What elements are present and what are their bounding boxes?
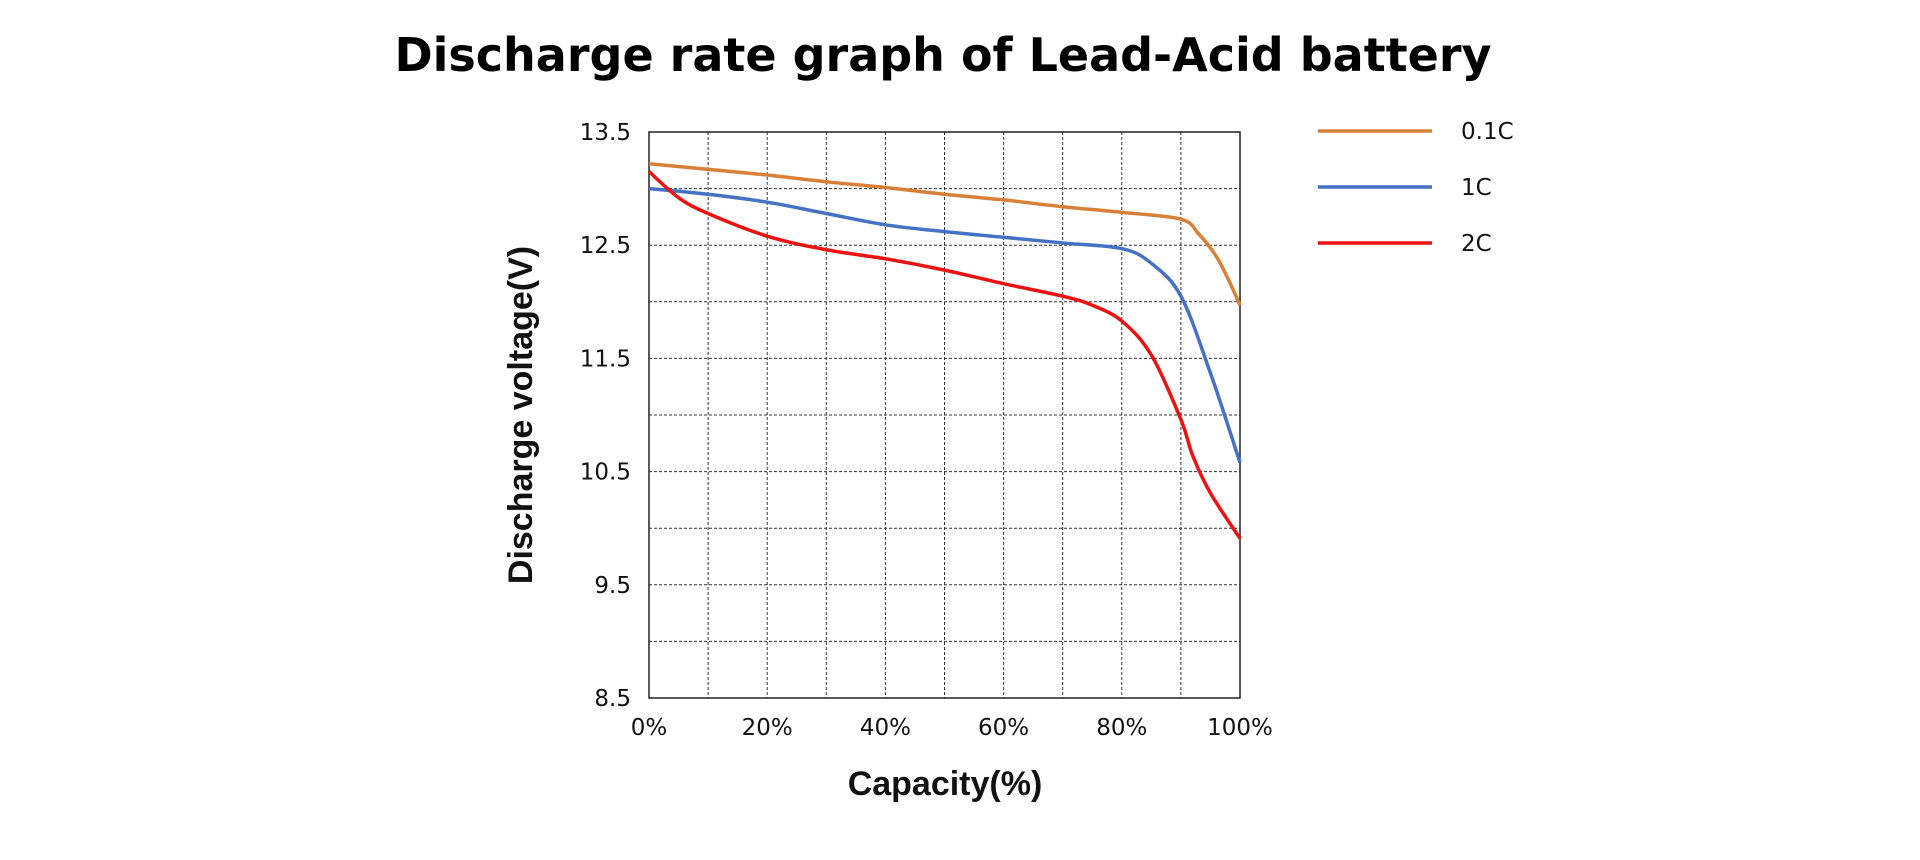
legend-label: 0.1C (1461, 119, 1514, 145)
x-tick-label: 0% (631, 715, 668, 741)
x-tick-label: 20% (742, 715, 793, 741)
y-tick-label: 12.5 (580, 233, 631, 259)
grid (649, 132, 1240, 698)
x-tick-label: 40% (860, 715, 911, 741)
chart-title: Discharge rate graph of Lead-Acid batter… (394, 28, 1492, 82)
legend: 0.1C 1C 2C (1318, 119, 1514, 257)
y-tick-label: 9.5 (594, 573, 631, 599)
series-line-0.1C (648, 161, 1242, 306)
x-tick-label: 60% (978, 715, 1029, 741)
tick-labels: 0% 20% 40% 60% 80% 100% 13.5 12.5 11.5 10.5 9.5 8.5 (580, 120, 1273, 741)
y-tick-label: 10.5 (580, 460, 631, 486)
x-tick-label: 100% (1207, 715, 1273, 741)
series-line-2C (647, 170, 1242, 540)
series-lines (647, 161, 1242, 540)
y-tick-label: 13.5 (580, 120, 631, 146)
legend-label: 2C (1461, 231, 1492, 257)
x-tick-label: 80% (1096, 715, 1147, 741)
legend-label: 1C (1461, 175, 1492, 201)
series-line-1C (648, 186, 1242, 464)
y-tick-label: 11.5 (580, 346, 631, 372)
y-tick-label: 8.5 (594, 686, 631, 712)
y-axis-label: Discharge voltage(V) (502, 246, 540, 584)
plot-frame (648, 131, 1241, 699)
x-axis-label: Capacity(%) (848, 765, 1043, 803)
